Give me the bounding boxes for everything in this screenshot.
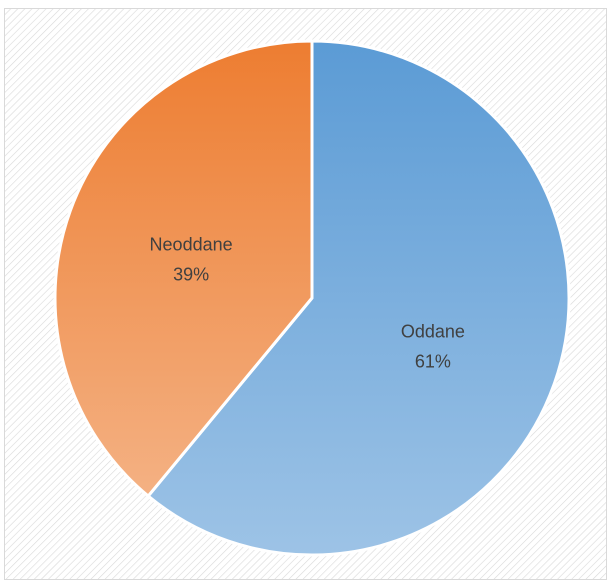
- pie-slices: [53, 39, 571, 557]
- slice-labels: Oddane 61% Neoddane 39%: [150, 234, 465, 371]
- slice-category-label: Oddane: [401, 322, 465, 342]
- slice-value-label: 39%: [173, 264, 209, 284]
- slice-label-neoddane: Neoddane 39%: [150, 234, 233, 284]
- pie-slice-neoddane: [53, 39, 314, 498]
- pie-slice-oddane: [146, 39, 571, 557]
- chart-area: Oddane 61% Neoddane 39%: [4, 8, 607, 580]
- pie-chart: Oddane 61% Neoddane 39%: [4, 8, 607, 580]
- slice-category-label: Neoddane: [150, 234, 233, 254]
- slice-label-oddane: Oddane 61%: [401, 322, 465, 372]
- slice-value-label: 61%: [415, 352, 451, 372]
